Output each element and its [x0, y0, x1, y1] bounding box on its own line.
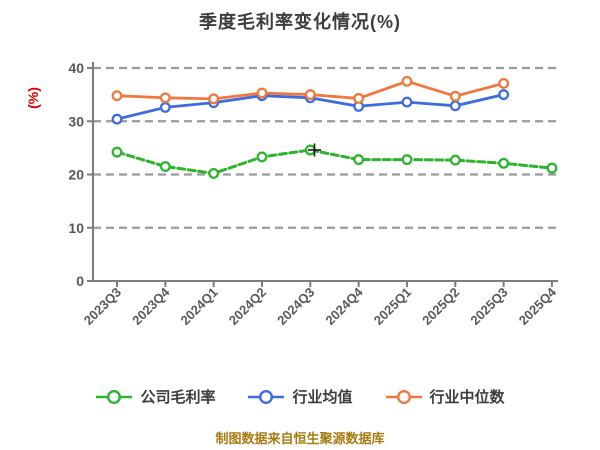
data-point-company-gross-margin: [208, 167, 220, 179]
chart-title: 季度毛利率变化情况(%): [199, 12, 401, 32]
series-line-company-gross-margin: [115, 148, 554, 175]
data-point-industry-average: [159, 101, 171, 113]
legend-item-industry-median: 行业中位数: [385, 386, 505, 407]
y-tick-label: 30: [68, 113, 84, 129]
x-tick-label: 2024Q4: [322, 284, 366, 328]
data-point-industry-median: [498, 77, 510, 89]
x-tick-label: 2025Q2: [419, 285, 462, 328]
x-tick-label: 2025Q4: [516, 284, 560, 328]
data-point-industry-median: [304, 89, 316, 101]
x-tick-label: 2023Q3: [81, 285, 124, 328]
data-point-industry-average: [498, 89, 510, 101]
legend-item-company-gross-margin: 公司毛利率: [95, 386, 215, 407]
legend-marker-icon: [248, 389, 285, 404]
data-point-industry-median: [159, 92, 171, 104]
data-point-company-gross-margin: [256, 151, 268, 163]
x-tick-label: 2024Q2: [226, 285, 269, 328]
data-point-company-gross-margin: [546, 162, 558, 174]
x-tick-label: 2023Q4: [129, 284, 173, 328]
data-point-industry-median: [353, 92, 365, 104]
legend-label: 公司毛利率: [140, 389, 216, 406]
legend-marker-icon: [96, 389, 133, 404]
x-tick-label: 2025Q3: [467, 285, 510, 328]
data-point-industry-median: [256, 87, 268, 99]
y-tick-label: 20: [68, 167, 84, 183]
x-tick-label: 2025Q1: [371, 285, 414, 328]
data-point-industry-median: [401, 75, 413, 87]
data-point-industry-average: [401, 96, 413, 108]
data-point-company-gross-margin: [449, 154, 461, 166]
legend-label: 行业均值: [292, 389, 353, 406]
legend-marker-icon: [385, 389, 422, 404]
x-tick-label: 2024Q1: [177, 285, 220, 328]
legend-item-industry-average: 行业均值: [247, 386, 353, 407]
legend: 公司毛利率 行业均值 行业中位数: [0, 386, 600, 407]
data-point-company-gross-margin: [159, 161, 171, 172]
data-source-caption: 制图数据来自恒生聚源数据库: [215, 431, 385, 446]
legend-label: 行业中位数: [429, 389, 505, 406]
data-point-industry-average: [449, 100, 461, 112]
data-point-industry-median: [208, 93, 220, 105]
data-point-industry-median: [111, 90, 123, 102]
x-tick-label: 2024Q3: [274, 285, 317, 328]
data-point-company-gross-margin: [111, 146, 123, 158]
y-tick-label: 40: [68, 60, 84, 76]
y-axis-unit-label: (%): [25, 87, 41, 109]
data-point-company-gross-margin: [353, 154, 365, 166]
y-tick-label: 10: [68, 220, 84, 236]
data-point-industry-median: [449, 90, 461, 102]
y-tick-label: 0: [76, 273, 84, 289]
data-point-company-gross-margin: [401, 154, 413, 166]
data-point-company-gross-margin: [498, 157, 510, 169]
data-point-industry-average: [111, 113, 123, 125]
